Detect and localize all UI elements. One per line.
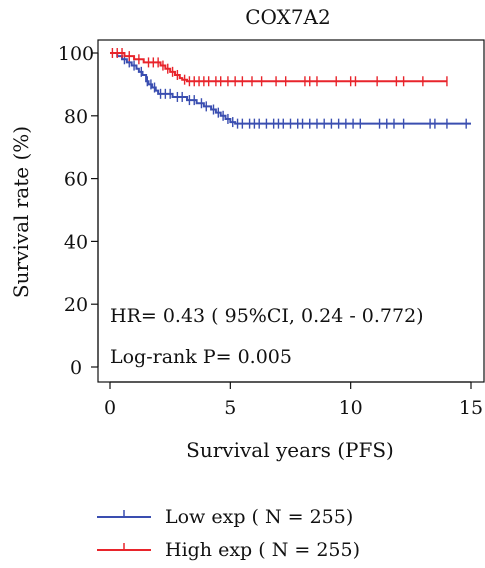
legend-label-high: High exp ( N = 255) xyxy=(165,539,360,561)
hr-annotation: HR= 0.43 ( 95%CI, 0.24 - 0.772) xyxy=(110,305,424,327)
legend: Low exp ( N = 255) High exp ( N = 255) xyxy=(97,506,360,561)
y-tick-label: 20 xyxy=(64,294,88,316)
legend-label-low: Low exp ( N = 255) xyxy=(165,506,353,528)
y-axis-title: Survival rate (%) xyxy=(9,126,33,298)
y-tick-label: 60 xyxy=(64,169,88,191)
x-axis: 0 5 10 15 xyxy=(104,381,483,419)
series-line xyxy=(110,52,471,125)
survival-curves xyxy=(110,48,471,129)
chart-title: COX7A2 xyxy=(245,5,330,29)
logrank-annotation: Log-rank P= 0.005 xyxy=(110,346,292,368)
y-axis: 0 20 40 60 80 100 xyxy=(58,43,99,379)
series-high xyxy=(110,48,448,87)
x-tick-label: 15 xyxy=(459,397,483,419)
x-tick-label: 0 xyxy=(104,397,116,419)
y-tick-label: 100 xyxy=(58,43,94,65)
legend-item-high: High exp ( N = 255) xyxy=(97,539,360,561)
y-tick-label: 0 xyxy=(70,357,82,379)
legend-item-low: Low exp ( N = 255) xyxy=(97,506,353,528)
x-tick-label: 10 xyxy=(339,397,363,419)
series-low xyxy=(110,52,471,129)
x-tick-label: 5 xyxy=(224,397,236,419)
x-axis-title: Survival years (PFS) xyxy=(186,438,394,462)
y-tick-label: 80 xyxy=(64,106,88,128)
y-tick-label: 40 xyxy=(64,231,88,253)
